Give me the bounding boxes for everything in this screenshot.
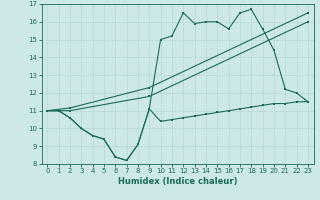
X-axis label: Humidex (Indice chaleur): Humidex (Indice chaleur): [118, 177, 237, 186]
